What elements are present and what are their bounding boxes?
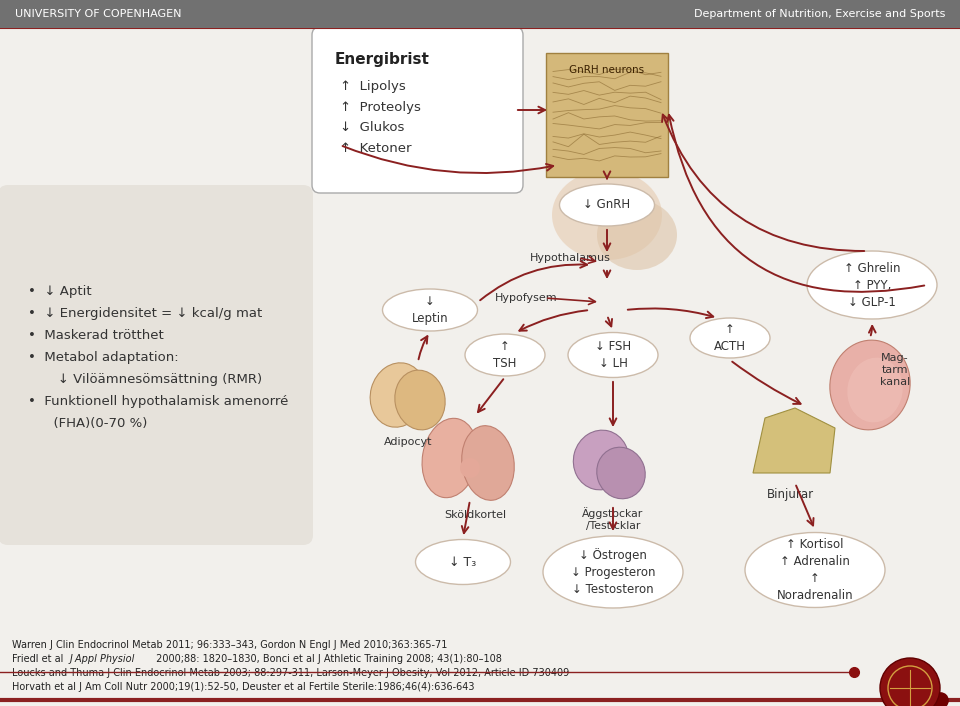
Ellipse shape [597,447,645,498]
Ellipse shape [573,430,629,490]
Text: ↓
Leptin: ↓ Leptin [412,295,448,325]
Text: •  ↓ Aptit
•  ↓ Energidensitet = ↓ kcal/g mat
•  Maskerad trötthet
•  Metabol ad: • ↓ Aptit • ↓ Energidensitet = ↓ kcal/g … [28,285,288,430]
Ellipse shape [568,333,658,378]
Text: ↓ FSH
↓ LH: ↓ FSH ↓ LH [595,340,631,370]
Text: ↓ T₃: ↓ T₃ [449,556,476,568]
Text: GnRH neurons: GnRH neurons [569,65,644,75]
Text: Äggstockar
/Testicklar: Äggstockar /Testicklar [583,507,643,530]
Ellipse shape [416,539,511,585]
Ellipse shape [382,289,477,331]
FancyBboxPatch shape [546,53,668,177]
Ellipse shape [848,358,902,422]
Text: Mag-
tarm
kanal: Mag- tarm kanal [880,354,910,387]
Text: ↑  Lipolys
↑  Proteolys
↓  Glukos
↑  Ketoner: ↑ Lipolys ↑ Proteolys ↓ Glukos ↑ Ketoner [340,80,420,155]
Ellipse shape [460,458,480,478]
Text: ↑ Ghrelin
↑ PYY,
↓ GLP-1: ↑ Ghrelin ↑ PYY, ↓ GLP-1 [844,261,900,309]
Text: Binjurar: Binjurar [766,488,813,501]
Text: Loucks and Thuma J Clin Endocrinol Metab 2003; 88:297-311, Larson-Meyer J Obesit: Loucks and Thuma J Clin Endocrinol Metab… [12,668,569,678]
Text: Hypothalamus: Hypothalamus [530,253,611,263]
Text: ↑
TSH: ↑ TSH [493,340,516,370]
Circle shape [880,658,940,706]
Text: Hypofysem: Hypofysem [495,293,558,303]
Text: J Appl Physiol: J Appl Physiol [70,654,135,664]
Ellipse shape [597,200,677,270]
Ellipse shape [543,536,683,608]
Ellipse shape [422,419,478,498]
Text: Horvath et al J Am Coll Nutr 2000;19(1):52-50, Deuster et al Fertile Sterile:198: Horvath et al J Am Coll Nutr 2000;19(1):… [12,682,474,692]
Text: ↑
ACTH: ↑ ACTH [714,323,746,353]
Text: UNIVERSITY OF COPENHAGEN: UNIVERSITY OF COPENHAGEN [15,9,181,19]
Text: Warren J Clin Endocrinol Metab 2011; 96:333–343, Gordon N Engl J Med 2010;363:36: Warren J Clin Endocrinol Metab 2011; 96:… [12,640,447,650]
Text: Department of Nutrition, Exercise and Sports: Department of Nutrition, Exercise and Sp… [694,9,945,19]
Ellipse shape [462,426,515,501]
Ellipse shape [690,318,770,358]
Ellipse shape [552,170,662,260]
Ellipse shape [745,532,885,607]
Polygon shape [753,408,835,473]
FancyBboxPatch shape [312,27,523,193]
Text: ↓ GnRH: ↓ GnRH [584,198,631,212]
Ellipse shape [371,363,426,427]
Bar [0,0,960,28]
Text: ↑ Kortisol
↑ Adrenalin
↑
Noradrenalin: ↑ Kortisol ↑ Adrenalin ↑ Noradrenalin [777,538,853,602]
Ellipse shape [395,370,445,430]
Text: Adipocyt: Adipocyt [384,437,432,447]
Ellipse shape [807,251,937,319]
Ellipse shape [560,184,655,226]
Text: Energibrist: Energibrist [335,52,430,67]
Text: Friedl et al: Friedl et al [12,654,66,664]
Ellipse shape [829,340,910,430]
Text: ↓ Östrogen
↓ Progesteron
↓ Testosteron: ↓ Östrogen ↓ Progesteron ↓ Testosteron [571,548,656,596]
Text: Sköldkortel: Sköldkortel [444,510,506,520]
Ellipse shape [465,334,545,376]
Text: 2000;88: 1820–1830, Bonci et al J Athletic Training 2008; 43(1):80–108: 2000;88: 1820–1830, Bonci et al J Athlet… [153,654,502,664]
FancyBboxPatch shape [0,185,313,545]
